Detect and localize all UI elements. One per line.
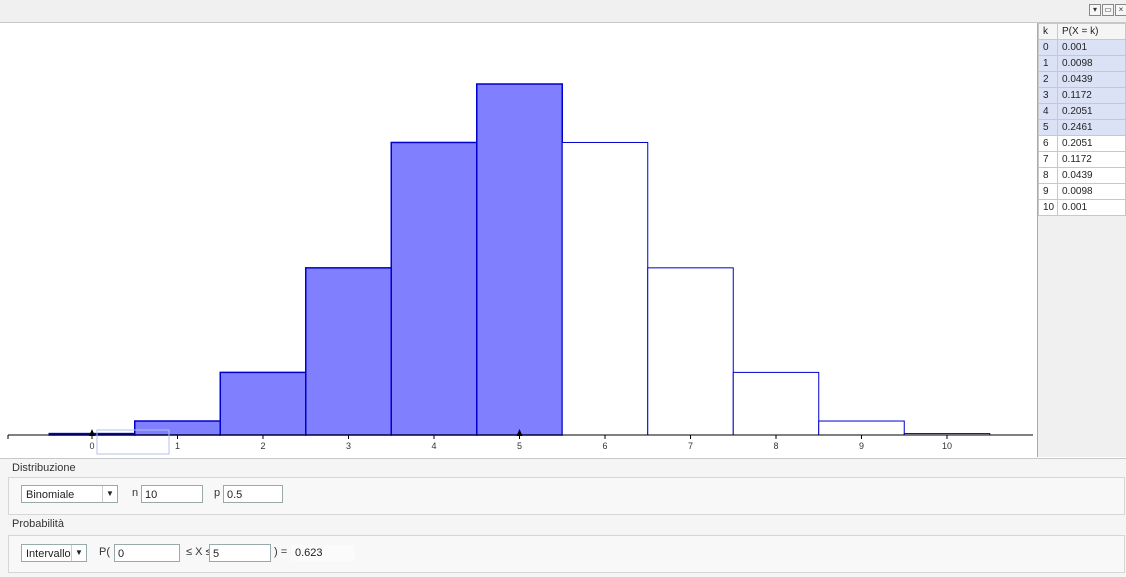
table-row[interactable]: 7 0.1172 [1038,151,1126,168]
table-row[interactable]: 2 0.0439 [1038,71,1126,88]
x-tick-label-4: 4 [431,441,436,451]
table-cell-probability: 0.1172 [1057,151,1126,168]
close-button[interactable]: × [1115,4,1126,16]
chevron-down-icon: ▾ [1092,5,1097,14]
table-cell-probability: 0.0098 [1057,183,1126,200]
table-cell-k: 10 [1038,199,1058,216]
x-tick-label-3: 3 [346,441,351,451]
bar-5 [476,83,563,436]
table-row[interactable]: 5 0.2461 [1038,119,1126,136]
table-row[interactable]: 3 0.1172 [1038,87,1126,104]
probability-table: k P(X = k) 0 0.001 1 0.0098 2 0.0439 3 0.1172 4 0.2… [1038,23,1126,216]
bar-3 [305,267,392,436]
chevron-down-icon: ▼ [102,486,117,502]
x-tick-label-9: 9 [859,441,864,451]
table-cell-probability: 0.0439 [1057,167,1126,184]
distribution-type-value: Binomiale [26,489,75,501]
bar-1 [134,420,221,436]
chevron-down-icon: ▼ [71,545,86,561]
table-cell-probability: 0.0098 [1057,55,1126,72]
table-row[interactable]: 1 0.0098 [1038,55,1126,72]
x-tick-label-2: 2 [260,441,265,451]
table-cell-probability: 0.2461 [1057,119,1126,136]
table-row[interactable]: 10 0.001 [1038,199,1126,216]
distribution-type-select[interactable]: Binomiale ▼ [21,485,118,503]
table-row[interactable]: 8 0.0439 [1038,167,1126,184]
table-row[interactable]: 0 0.001 [1038,39,1126,56]
upper-bound-marker[interactable] [516,429,523,436]
table-cell-probability: 0.001 [1057,199,1126,216]
n-parameter-label: n [132,487,139,499]
p-parameter-input[interactable]: 0.5 [223,485,283,503]
table-cell-k: 7 [1038,151,1058,168]
table-row[interactable]: 4 0.2051 [1038,103,1126,120]
table-cell-k: 4 [1038,103,1058,120]
table-header-probability: P(X = k) [1057,23,1126,40]
table-cell-k: 0 [1038,39,1058,56]
table-cell-probability: 0.001 [1057,39,1126,56]
p-parameter-label: p [214,487,221,499]
interval-middle-label: ≤ X ≤ [186,546,212,558]
probability-prefix-label: P( [99,546,110,558]
x-tick-label-7: 7 [688,441,693,451]
minimize-button[interactable]: ▾ [1089,4,1101,16]
upper-bound-input[interactable]: 5 [209,544,271,562]
bar-6 [561,141,649,436]
bar-7 [647,267,734,436]
view-title-bar: ▾ ▭ × [0,0,1126,23]
controls-panel: Distribuzione Binomiale ▼ n 10 p 0.5 Pro… [0,458,1126,577]
table-cell-probability: 0.2051 [1057,103,1126,120]
close-icon: × [1118,5,1124,14]
table-cell-k: 6 [1038,135,1058,152]
table-cell-k: 5 [1038,119,1058,136]
table-cell-k: 2 [1038,71,1058,88]
lower-bound-marker[interactable] [89,429,95,436]
table-header-row: k P(X = k) [1038,23,1126,40]
distribution-group: Binomiale ▼ n 10 p 0.5 [8,477,1125,515]
restore-button[interactable]: ▭ [1102,4,1114,16]
graphics-view[interactable]: 0 1 2 3 4 5 6 7 8 9 10 [0,23,1038,457]
distribution-section-title: Distribuzione [12,462,76,474]
table-cell-k: 8 [1038,167,1058,184]
x-tick-label-6: 6 [602,441,607,451]
probability-group: Intervallo ▼ P( 0 ≤ X ≤ 5 ) = 0.623 [8,535,1125,573]
table-row[interactable]: 9 0.0098 [1038,183,1126,200]
interval-mode-value: Intervallo [26,548,71,560]
probability-suffix-label: ) = [274,546,288,558]
x-tick-label-5: 5 [517,441,522,451]
bars-layer [48,83,991,436]
probability-result: 0.623 [291,545,355,561]
table-row[interactable]: 6 0.2051 [1038,135,1126,152]
table-cell-probability: 0.1172 [1057,87,1126,104]
n-parameter-input[interactable]: 10 [141,485,203,503]
bar-8 [732,371,820,436]
x-tick-label-0: 0 [89,441,94,451]
x-tick-label-8: 8 [773,441,778,451]
x-tick-label-1: 1 [175,441,180,451]
table-cell-k: 1 [1038,55,1058,72]
lower-bound-input[interactable]: 0 [114,544,180,562]
x-ticks-layer: 0 1 2 3 4 5 6 7 8 9 10 [7,435,952,451]
table-cell-k: 9 [1038,183,1058,200]
table-cell-probability: 0.0439 [1057,71,1126,88]
bar-2 [219,371,307,436]
restore-icon: ▭ [1104,5,1112,14]
table-cell-k: 3 [1038,87,1058,104]
bar-4 [390,141,478,436]
probability-table-panel: k P(X = k) 0 0.001 1 0.0098 2 0.0439 3 0.1172 4 0.2… [1038,23,1126,457]
binomial-chart[interactable]: 0 1 2 3 4 5 6 7 8 9 10 [0,23,1037,457]
table-header-k: k [1038,23,1058,40]
bar-9 [818,420,905,436]
table-cell-probability: 0.2051 [1057,135,1126,152]
selection-box[interactable] [96,429,170,455]
probability-section-title: Probabilità [12,518,64,530]
interval-mode-select[interactable]: Intervallo ▼ [21,544,87,562]
x-tick-label-10: 10 [942,441,952,451]
